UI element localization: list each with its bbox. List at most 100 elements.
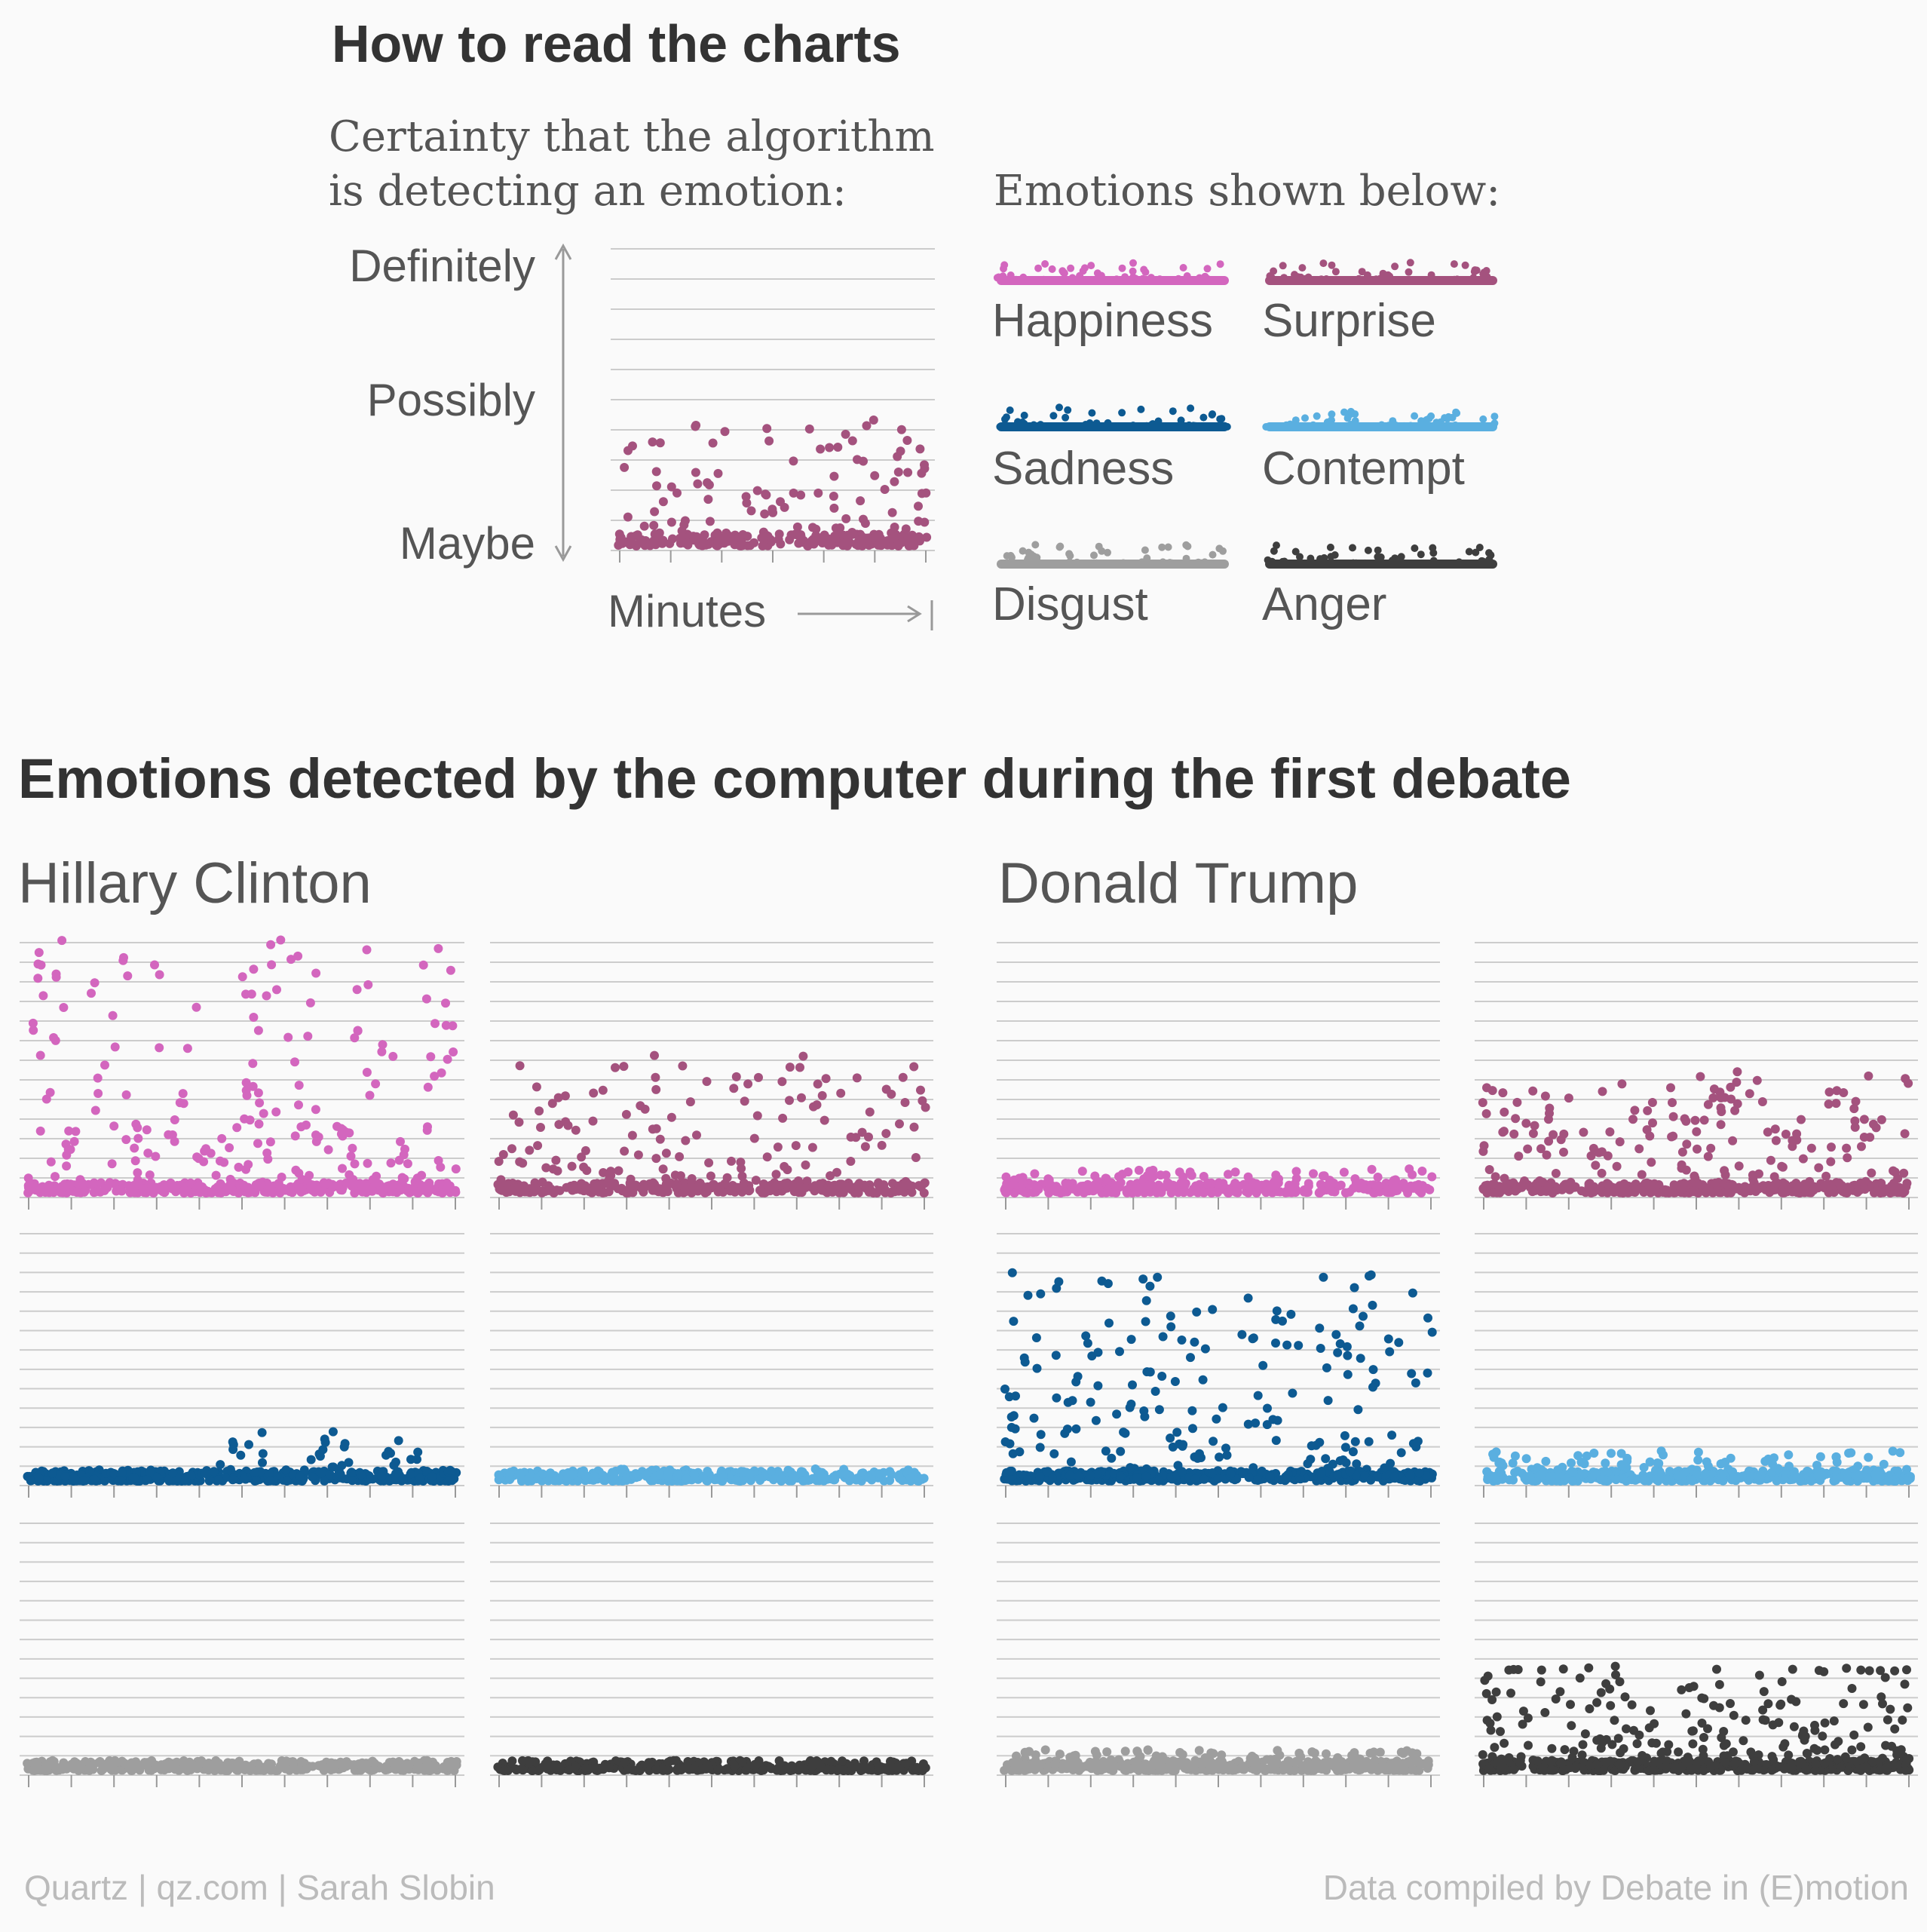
data-point	[1336, 1180, 1346, 1190]
data-point	[651, 1154, 661, 1164]
data-point	[797, 1093, 806, 1102]
data-point	[759, 532, 769, 542]
data-point	[1354, 1183, 1364, 1193]
data-point	[1900, 1129, 1910, 1139]
data-point	[123, 971, 133, 981]
legend-dot	[1064, 406, 1072, 414]
data-point	[425, 1766, 435, 1775]
data-point	[1668, 1098, 1677, 1108]
data-point	[1801, 1180, 1811, 1190]
data-point	[244, 1440, 253, 1449]
panel-clinton-happiness	[20, 935, 464, 1210]
data-point	[1166, 1311, 1175, 1321]
legend-dot	[1208, 411, 1216, 419]
data-point	[253, 1026, 263, 1035]
data-point	[590, 1185, 599, 1194]
data-point	[89, 1188, 99, 1198]
data-point	[840, 1765, 850, 1775]
data-point	[888, 1762, 898, 1772]
data-point	[1523, 1144, 1533, 1154]
legend-dot	[1450, 260, 1458, 268]
data-point	[250, 1467, 259, 1477]
data-point	[729, 1084, 739, 1093]
legend-band	[997, 560, 1229, 569]
legend-band	[1265, 422, 1497, 431]
data-point	[515, 1157, 525, 1167]
data-point	[1373, 1173, 1383, 1182]
data-point	[1594, 1148, 1604, 1158]
legend-dot	[1169, 407, 1177, 416]
legend-dot	[1031, 541, 1040, 549]
data-point	[195, 1188, 205, 1198]
data-point	[1757, 1097, 1767, 1106]
data-point	[170, 1115, 179, 1124]
data-point	[369, 1759, 379, 1768]
data-point	[133, 1123, 142, 1133]
data-point	[241, 1078, 251, 1087]
data-point	[514, 1118, 524, 1127]
data-point	[371, 1079, 381, 1089]
data-point	[631, 1469, 641, 1479]
legend-dot	[1313, 412, 1321, 420]
data-point	[1509, 1129, 1519, 1139]
legend-dot	[1093, 269, 1101, 278]
data-point	[127, 1765, 137, 1775]
data-point	[890, 523, 899, 532]
data-point	[1628, 1115, 1637, 1124]
legend-dot	[1472, 548, 1480, 557]
legend-dot	[1423, 416, 1431, 424]
data-point	[1793, 1185, 1803, 1194]
panel-clinton-disgust	[20, 1523, 464, 1787]
data-point	[1510, 1186, 1520, 1196]
data-point	[207, 1188, 216, 1198]
data-point	[87, 989, 96, 998]
data-point	[1364, 1437, 1374, 1446]
data-point	[89, 1178, 99, 1188]
data-point	[1806, 1143, 1816, 1153]
data-point	[241, 1086, 251, 1095]
data-point	[427, 1472, 437, 1482]
data-point	[851, 1133, 861, 1142]
data-point	[381, 1765, 391, 1775]
legend-band	[997, 276, 1229, 285]
data-point	[1237, 1329, 1247, 1339]
data-point	[637, 536, 646, 546]
data-point	[103, 1758, 113, 1768]
data-point	[93, 1089, 103, 1098]
data-point	[352, 985, 362, 995]
data-point	[449, 1047, 458, 1056]
data-point	[1542, 1150, 1552, 1160]
data-point	[396, 1185, 406, 1195]
data-point	[628, 441, 637, 451]
data-point	[1584, 1182, 1594, 1191]
data-point	[1637, 1170, 1647, 1179]
data-point	[1348, 1447, 1358, 1457]
data-point	[800, 1476, 810, 1486]
data-point	[1712, 1185, 1722, 1195]
data-point	[1679, 1179, 1689, 1188]
data-point	[1350, 1283, 1359, 1293]
data-point	[90, 1474, 100, 1484]
data-point	[820, 1115, 829, 1125]
data-point	[525, 1758, 535, 1768]
data-point	[451, 1188, 461, 1197]
data-point	[34, 948, 44, 958]
data-point	[697, 541, 707, 550]
data-point	[766, 1763, 776, 1773]
data-point	[1189, 1184, 1199, 1194]
data-point	[758, 1188, 767, 1198]
data-point	[1385, 1347, 1395, 1357]
data-point	[267, 960, 277, 970]
data-point	[280, 1764, 290, 1774]
data-point	[356, 1470, 366, 1480]
legend-dot	[1118, 264, 1126, 272]
data-point	[265, 1137, 275, 1147]
legend-label-sadness: Sadness	[992, 443, 1175, 495]
data-point	[409, 1186, 419, 1196]
data-point	[291, 1165, 301, 1175]
data-point	[1540, 1091, 1550, 1101]
data-point	[266, 940, 276, 949]
data-point	[852, 1762, 862, 1772]
data-point	[692, 1130, 701, 1140]
data-point	[262, 1148, 272, 1158]
